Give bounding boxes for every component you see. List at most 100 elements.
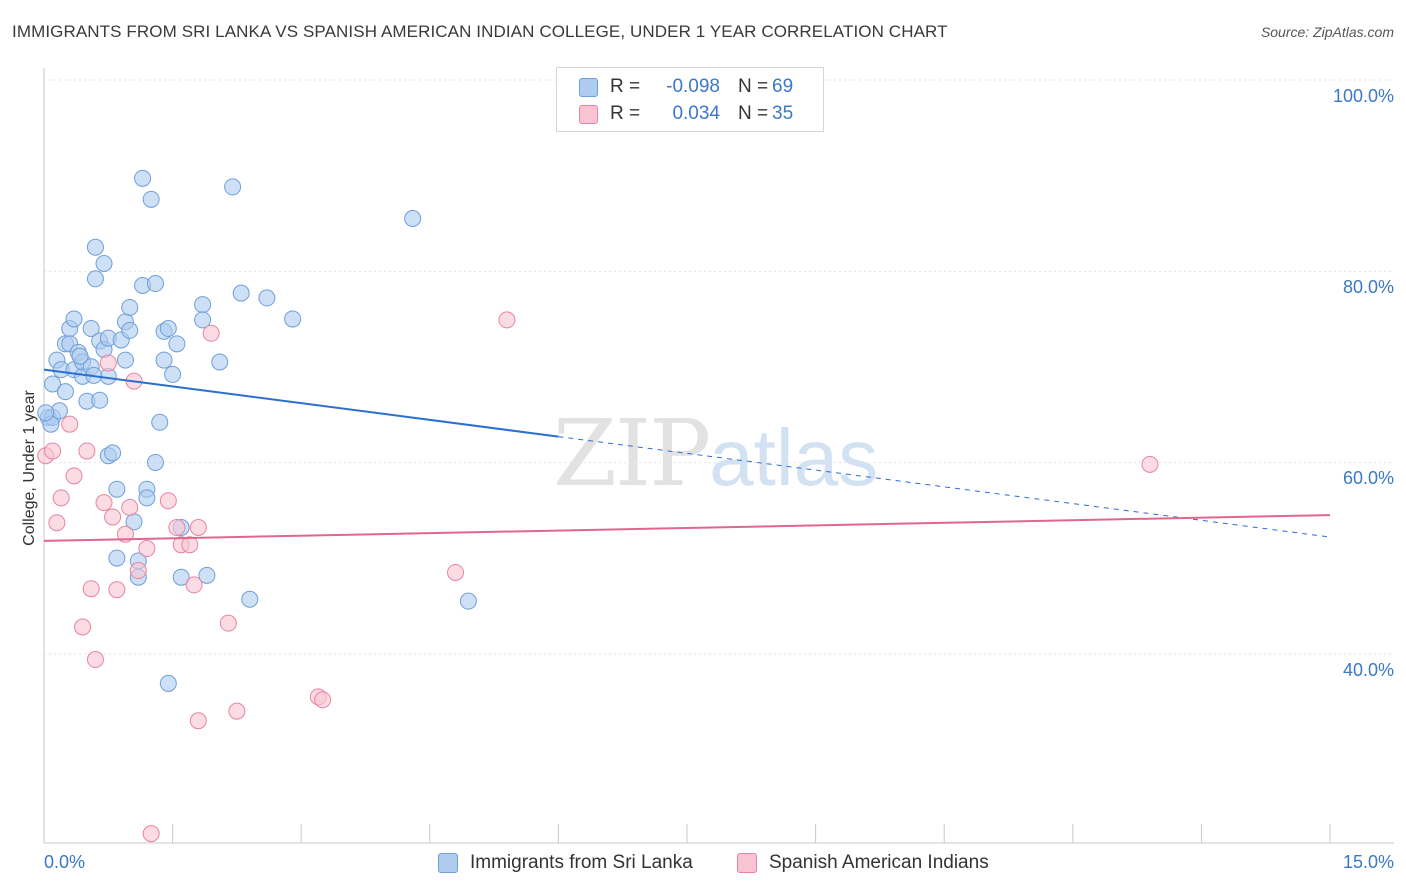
- point-spanish-american-indians-4: [61, 415, 79, 433]
- point-sri-lanka-32: [121, 298, 139, 316]
- point-spanish-american-indians-2: [48, 514, 66, 532]
- series-label-sri-lanka: Immigrants from Sri Lanka: [470, 852, 693, 873]
- point-spanish-american-indians-5: [65, 467, 83, 485]
- point-sri-lanka-27: [108, 480, 126, 498]
- point-sri-lanka-61: [284, 310, 302, 328]
- point-sri-lanka-58: [232, 284, 250, 302]
- point-sri-lanka-20: [91, 391, 109, 409]
- point-sri-lanka-21: [95, 254, 113, 272]
- point-sri-lanka-43: [146, 453, 164, 471]
- point-spanish-american-indians-25: [189, 519, 207, 536]
- point-spanish-american-indians-6: [74, 618, 92, 636]
- point-spanish-american-indians-1: [44, 442, 62, 460]
- watermark-atlas: atlas: [709, 413, 879, 502]
- point-sri-lanka-17: [86, 238, 104, 256]
- point-sri-lanka-57: [224, 178, 242, 196]
- point-spanish-american-indians-28: [219, 614, 237, 632]
- series-legend-item-spanish-american-indians[interactable]: Spanish American Indians: [737, 852, 989, 874]
- watermark: ZIPatlas: [553, 400, 878, 507]
- point-sri-lanka-46: [155, 351, 173, 369]
- legend-n-value: 35: [772, 103, 794, 124]
- point-spanish-american-indians-15: [121, 498, 139, 516]
- series-swatch-spanish-american-indians: [737, 853, 757, 873]
- legend-r-value: -0.098: [666, 76, 720, 97]
- point-sri-lanka-66: [71, 347, 89, 365]
- watermark-zip: ZIP: [553, 400, 711, 507]
- point-spanish-american-indians-21: [168, 519, 186, 536]
- point-spanish-american-indians-32: [447, 563, 465, 581]
- point-spanish-american-indians-34: [1141, 455, 1159, 473]
- point-spanish-american-indians-23: [181, 536, 199, 554]
- point-spanish-american-indians-11: [99, 354, 117, 372]
- legend-r-label: R =: [610, 103, 641, 124]
- series-legend: Immigrants from Sri Lanka Spanish Americ…: [0, 852, 1406, 878]
- y-tick-label-80: 80.0%: [1342, 277, 1394, 297]
- legend-n-value: 69: [772, 76, 794, 97]
- point-spanish-american-indians-18: [138, 540, 156, 558]
- point-sri-lanka-59: [241, 590, 259, 608]
- legend-n-label: N =: [738, 103, 769, 124]
- point-sri-lanka-9: [65, 310, 83, 328]
- point-spanish-american-indians-24: [185, 576, 203, 594]
- point-spanish-american-indians-3: [52, 489, 70, 507]
- point-sri-lanka-55: [198, 566, 216, 584]
- legend-n-label: N =: [738, 76, 769, 97]
- point-sri-lanka-41: [142, 190, 160, 208]
- y-tick-label-40: 40.0%: [1342, 660, 1394, 680]
- point-sri-lanka-62: [404, 209, 422, 227]
- point-sri-lanka-33: [121, 321, 139, 339]
- x-tick-label-min: 0.0%: [44, 852, 86, 872]
- trendline-sri-lanka: [43, 368, 559, 438]
- point-sri-lanka-18: [86, 270, 104, 288]
- legend-swatch-spanish-american-indians: [579, 104, 598, 124]
- point-spanish-american-indians-26: [189, 712, 207, 730]
- point-sri-lanka-63: [459, 592, 477, 610]
- legend-row-sri-lanka: R = -0.098 N = 69: [579, 75, 793, 99]
- series-label-spanish-american-indians: Spanish American Indians: [769, 852, 989, 873]
- legend-swatch-sri-lanka: [579, 77, 598, 97]
- source-prefix: Source:: [1260, 24, 1314, 40]
- point-sri-lanka-56: [211, 353, 229, 371]
- point-sri-lanka-1: [44, 375, 62, 393]
- point-spanish-american-indians-7: [78, 442, 96, 460]
- legend-row-spanish-american-indians: R = 0.034 N = 35: [579, 102, 793, 126]
- x-tick-label-max: 15.0%: [1342, 852, 1394, 872]
- point-sri-lanka-42: [146, 275, 164, 293]
- point-spanish-american-indians-10: [95, 494, 113, 512]
- series-legend-item-sri-lanka[interactable]: Immigrants from Sri Lanka: [438, 852, 693, 874]
- point-sri-lanka-6: [56, 383, 74, 401]
- point-spanish-american-indians-19: [142, 825, 160, 843]
- point-spanish-american-indians-12: [104, 508, 122, 526]
- point-spanish-american-indians-17: [129, 562, 147, 580]
- series-swatch-sri-lanka: [438, 853, 458, 873]
- point-spanish-american-indians-8: [82, 580, 100, 598]
- point-spanish-american-indians-20: [159, 492, 177, 510]
- point-sri-lanka-44: [151, 413, 169, 431]
- point-sri-lanka-26: [104, 444, 122, 462]
- point-sri-lanka-53: [194, 296, 212, 314]
- point-sri-lanka-54: [194, 311, 212, 329]
- legend-r-label: R =: [610, 76, 641, 97]
- point-sri-lanka-60: [258, 289, 276, 307]
- point-spanish-american-indians-33: [498, 311, 516, 329]
- y-tick-label-100: 100.0%: [1332, 86, 1394, 106]
- point-spanish-american-indians-9: [86, 651, 104, 669]
- point-spanish-american-indians-27: [202, 324, 220, 342]
- y-axis-label: College, Under 1 year: [21, 390, 38, 546]
- point-spanish-american-indians-13: [108, 581, 126, 599]
- point-spanish-american-indians-29: [228, 702, 246, 720]
- legend-r-value: 0.034: [672, 103, 720, 124]
- point-sri-lanka-47: [159, 320, 177, 338]
- point-sri-lanka-48: [159, 674, 177, 692]
- point-sri-lanka-68: [37, 404, 55, 422]
- point-spanish-american-indians-31: [314, 691, 332, 709]
- correlation-legend: R = -0.098 N = 69 R = 0.034 N = 35: [556, 67, 824, 132]
- point-sri-lanka-52: [172, 568, 190, 586]
- y-tick-label-60: 60.0%: [1342, 468, 1394, 488]
- trendline-spanish-american-indians: [43, 514, 1331, 542]
- point-sri-lanka-28: [108, 549, 126, 567]
- source-credit: Source: ZipAtlas.com: [1261, 24, 1394, 40]
- chart-title: IMMIGRANTS FROM SRI LANKA VS SPANISH AME…: [12, 22, 948, 41]
- point-sri-lanka-49: [164, 365, 182, 383]
